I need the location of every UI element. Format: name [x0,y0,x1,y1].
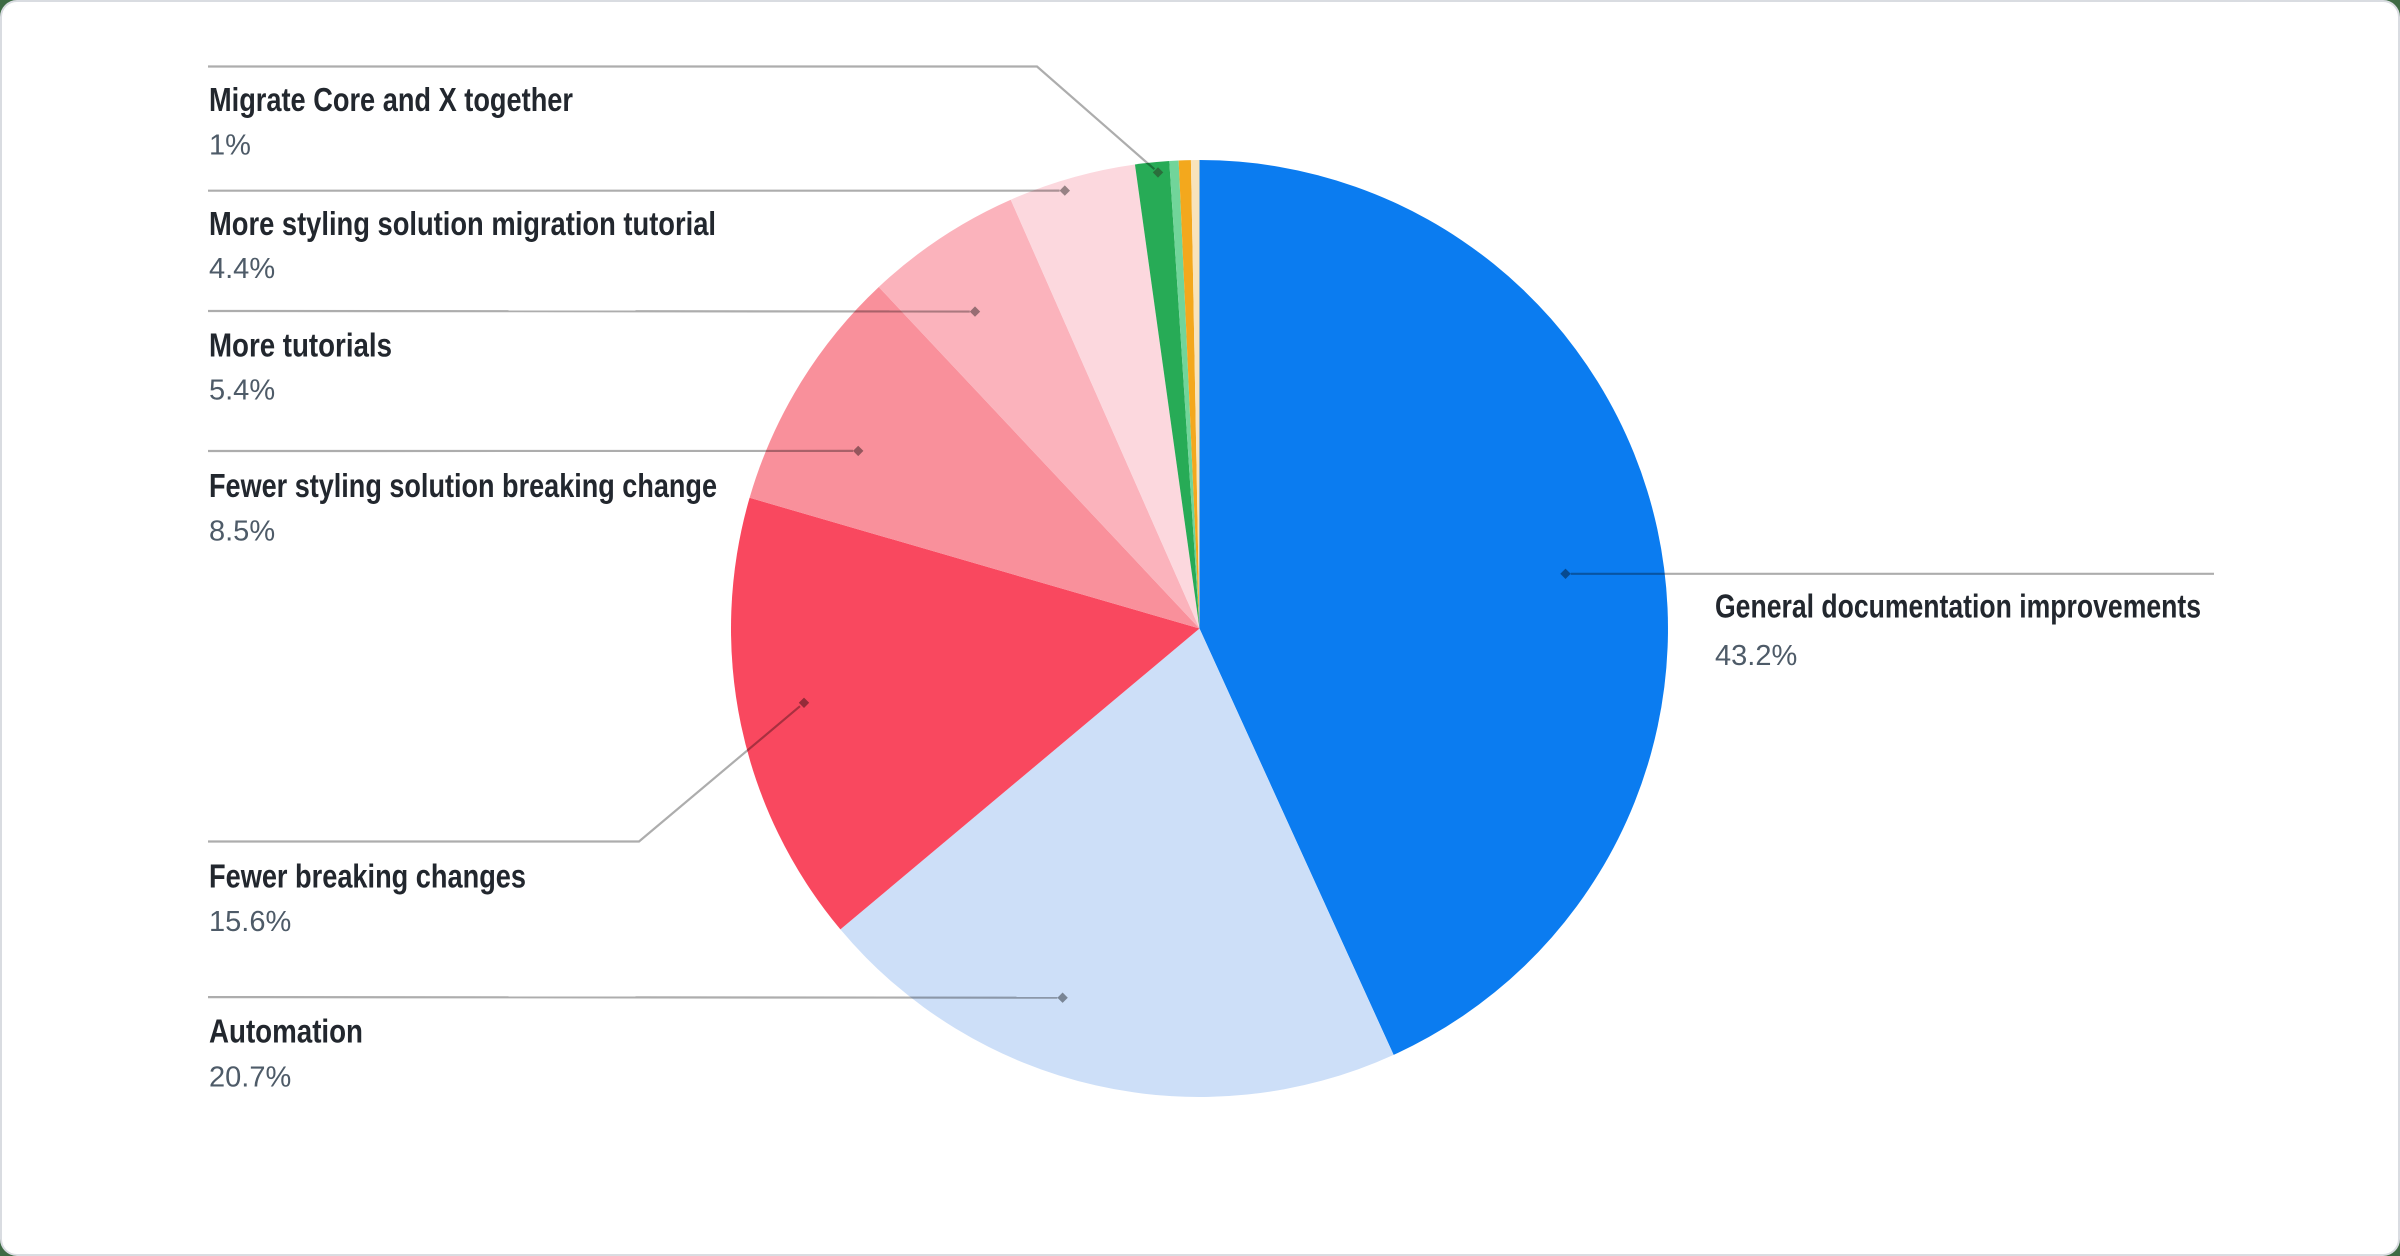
svg-text:15.6%: 15.6% [209,906,291,938]
svg-text:20.7%: 20.7% [209,1061,291,1093]
svg-text:More tutorials: More tutorials [209,327,392,364]
svg-text:5.4%: 5.4% [209,375,275,407]
svg-text:8.5%: 8.5% [209,515,275,547]
svg-text:Fewer styling solution breakin: Fewer styling solution breaking change [209,467,717,504]
svg-text:Automation: Automation [209,1012,363,1049]
svg-text:43.2%: 43.2% [1715,640,1797,672]
svg-text:Migrate Core and X together: Migrate Core and X together [209,81,573,118]
svg-text:General documentation improvem: General documentation improvements [1715,588,2201,625]
svg-text:4.4%: 4.4% [209,253,275,285]
svg-text:More styling solution migratio: More styling solution migration tutorial [209,205,716,242]
svg-text:Fewer breaking changes: Fewer breaking changes [209,858,526,895]
svg-text:1%: 1% [209,129,251,161]
